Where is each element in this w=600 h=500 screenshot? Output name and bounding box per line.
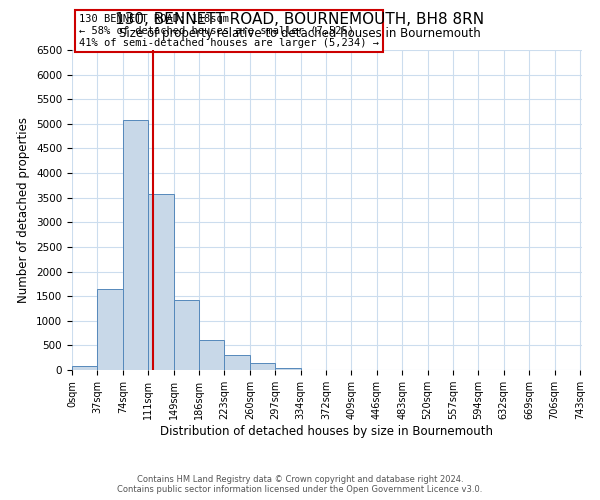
Bar — [123, 120, 148, 370]
Bar — [173, 300, 199, 370]
Text: Contains HM Land Registry data © Crown copyright and database right 2024.
Contai: Contains HM Land Registry data © Crown c… — [118, 474, 482, 494]
Bar — [199, 340, 224, 370]
Bar — [250, 363, 275, 370]
Text: 130, BENNETT ROAD, BOURNEMOUTH, BH8 8RN: 130, BENNETT ROAD, BOURNEMOUTH, BH8 8RN — [115, 12, 485, 28]
Bar — [224, 355, 250, 370]
Y-axis label: Number of detached properties: Number of detached properties — [17, 117, 31, 303]
Bar — [97, 289, 123, 370]
X-axis label: Distribution of detached houses by size in Bournemouth: Distribution of detached houses by size … — [161, 425, 493, 438]
Bar — [148, 194, 173, 370]
Bar — [275, 368, 301, 370]
Text: 130 BENNETT ROAD: 118sqm
← 58% of detached houses are smaller (7,525)
41% of sem: 130 BENNETT ROAD: 118sqm ← 58% of detach… — [79, 14, 379, 48]
Text: Size of property relative to detached houses in Bournemouth: Size of property relative to detached ho… — [119, 28, 481, 40]
Bar — [72, 366, 97, 370]
